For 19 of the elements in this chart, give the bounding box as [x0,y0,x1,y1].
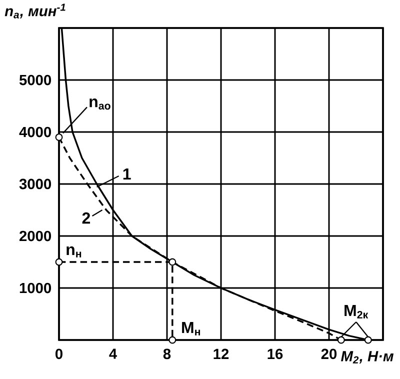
legend-label: 1 [123,168,131,180]
annotation: M$_{н}$ [182,322,200,336]
annotation: M$_{2к}$ [344,305,368,318]
x-tick-label: 0 [56,348,62,360]
x-tick-label: 8 [163,348,171,360]
x-tick-label: 16 [268,348,283,360]
annotation: n$_{н}$ [66,246,82,258]
y-tick-label: 1000 [20,282,52,294]
y-tick-label: 4000 [19,126,52,138]
y-tick-label: 2000 [20,230,52,242]
x-tick-label: 20 [321,348,337,360]
y-tick-label: 5000 [19,74,52,86]
x-axis-title: M$_{2}$, Н·м [341,351,394,364]
y-axis-title: n$_{a}$, мин$^{-1}$ [4,4,66,18]
annotation: n$_{ao}$ [90,98,110,110]
series-label: 2 [82,212,90,224]
y-tick-label: 3000 [19,178,52,190]
x-tick-label: 12 [214,348,229,359]
x-tick-label: 4 [109,348,117,359]
